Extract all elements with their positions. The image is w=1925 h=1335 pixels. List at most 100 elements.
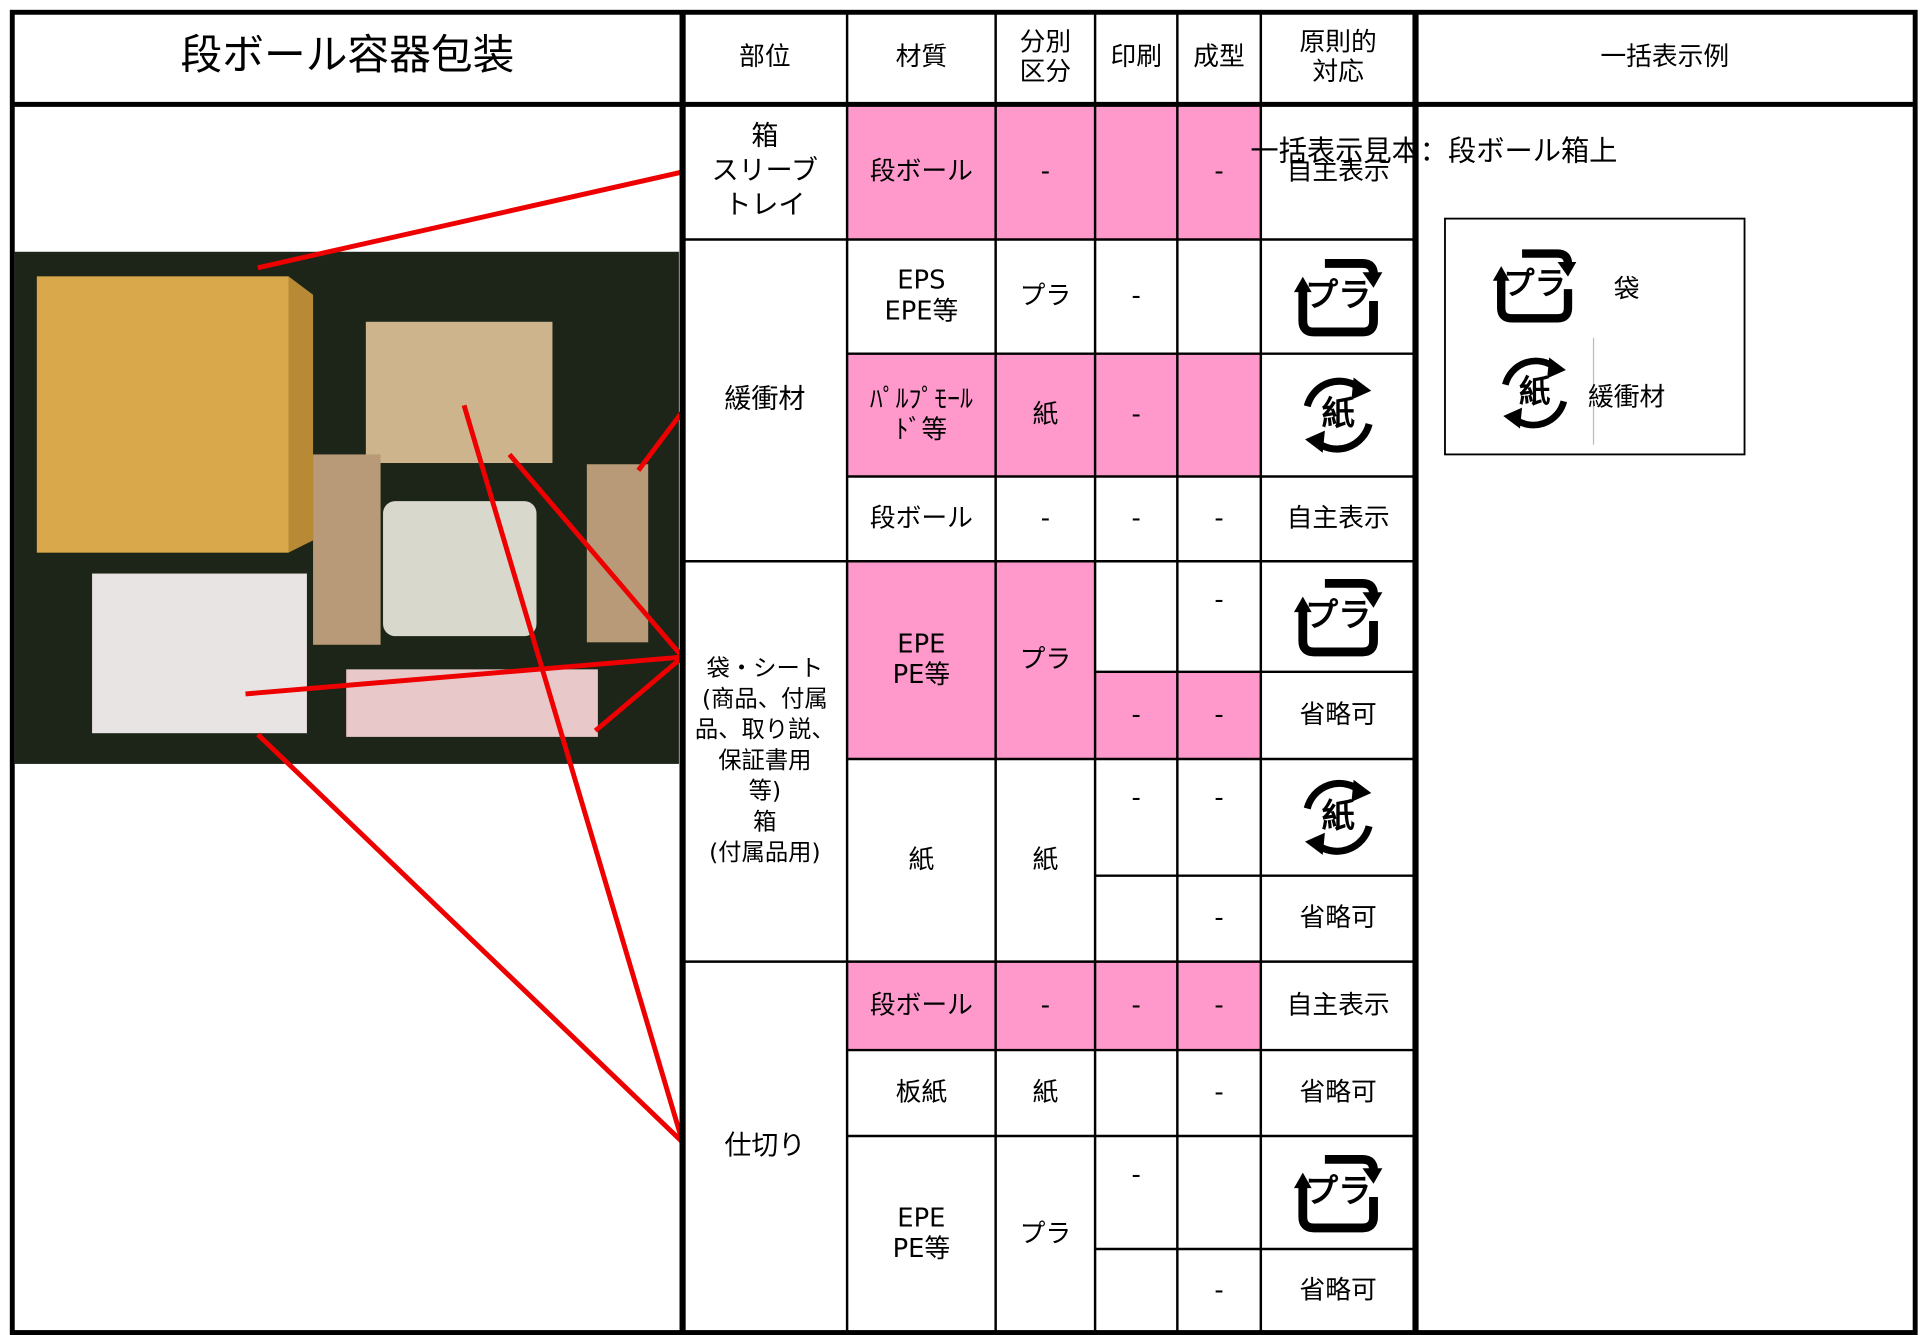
recycle-mark: プラ: [1293, 1154, 1383, 1233]
column-header: 区分: [1020, 57, 1072, 87]
class: 紙: [1032, 400, 1058, 430]
mold: -: [1214, 990, 1223, 1020]
material: 板紙: [896, 1078, 948, 1108]
mark-arrow: [1305, 377, 1372, 453]
highlight-cell: [847, 104, 996, 240]
material: ﾄﾞ等: [896, 415, 948, 445]
response: 自主表示: [1287, 156, 1390, 186]
mold: -: [1214, 903, 1223, 933]
material: PE等: [893, 1234, 951, 1264]
sample-label: 緩衝材: [1588, 382, 1665, 412]
part-label: 品、取り説、: [695, 715, 835, 743]
recycle-mark: プラ: [1492, 249, 1577, 323]
response: 省略可: [1300, 1078, 1377, 1108]
mold: -: [1214, 1275, 1223, 1305]
column-header: 部位: [739, 42, 791, 72]
print: -: [1132, 503, 1141, 533]
highlight-cell: [1177, 671, 1261, 759]
recycle-mark: 紙: [1303, 377, 1373, 453]
mark-text: 紙: [1322, 394, 1355, 433]
sample-label: 袋: [1614, 274, 1640, 304]
part-label: (商品、付属: [702, 685, 828, 713]
class: -: [1041, 503, 1050, 533]
highlight-cell: [847, 561, 996, 759]
highlight-cell: [1095, 104, 1178, 240]
response: 省略可: [1300, 700, 1377, 730]
part-label: 緩衝材: [724, 384, 805, 415]
material: EPE: [897, 629, 945, 659]
mark-arrow: [1293, 272, 1383, 293]
class: 紙: [1032, 845, 1058, 875]
pointer-lines: [245, 169, 685, 1144]
part-label: 袋・シート: [707, 654, 824, 682]
mark-arrow: [1293, 592, 1383, 613]
class: 紙: [1032, 1078, 1058, 1108]
column-header: 対応: [1312, 57, 1364, 87]
print: -: [1132, 783, 1141, 813]
response: 省略可: [1300, 1275, 1377, 1305]
highlight-cell: [1095, 961, 1178, 1051]
recycle-mark: 紙: [1303, 779, 1373, 855]
part-label: トレイ: [724, 190, 805, 221]
print: -: [1132, 700, 1141, 730]
recycle-mark: プラ: [1293, 259, 1383, 337]
material: 段ボール: [870, 503, 973, 533]
print: -: [1132, 400, 1141, 430]
material: 紙: [908, 845, 934, 875]
class: プラ: [1020, 645, 1072, 675]
highlight-cell: [995, 561, 1096, 759]
column-header: 印刷: [1110, 42, 1162, 72]
class: -: [1041, 156, 1050, 186]
material: EPE等: [884, 296, 958, 326]
column-header: 成型: [1193, 42, 1245, 72]
part-label: (付属品用): [709, 838, 820, 866]
part-label: 保証書用: [718, 746, 811, 774]
highlight-cell: [1177, 961, 1261, 1051]
response: 自主表示: [1287, 503, 1390, 533]
material: EPS: [897, 266, 945, 296]
response: 自主表示: [1287, 990, 1390, 1020]
material: ﾊﾟﾙﾌﾟﾓｰﾙ: [870, 384, 973, 414]
mold: -: [1214, 1078, 1223, 1108]
title: 段ボール容器包装: [181, 30, 515, 79]
print: -: [1132, 1160, 1141, 1190]
recycle-mark: 紙: [1502, 357, 1568, 429]
mold: -: [1214, 585, 1223, 615]
recycle-mark: プラ: [1293, 578, 1383, 657]
column-header: 原則的: [1300, 27, 1377, 57]
mark-text: プラ: [1305, 275, 1371, 314]
highlight-cell: [995, 353, 1096, 477]
mold: -: [1214, 783, 1223, 813]
part-label: 仕切り: [724, 1131, 805, 1162]
highlight-cell: [995, 104, 1096, 240]
mark-arrow: [1492, 261, 1577, 281]
class: プラ: [1020, 281, 1072, 311]
highlight-cell: [847, 961, 996, 1051]
highlight-cell: [995, 961, 1096, 1051]
sample-box: [1444, 217, 1746, 456]
mold: -: [1214, 503, 1223, 533]
mark-text: プラ: [1305, 1171, 1371, 1210]
mark-arrow: [1305, 779, 1372, 855]
column-header: 一括表示例: [1600, 42, 1729, 72]
highlight-cell: [1095, 671, 1178, 759]
column-header: 材質: [896, 42, 948, 72]
print: -: [1132, 990, 1141, 1020]
column-header: 分別: [1020, 27, 1072, 57]
part-label: 箱: [751, 121, 778, 152]
part-label: 等): [749, 777, 781, 805]
highlight-cell: [847, 353, 996, 477]
class: プラ: [1020, 1219, 1072, 1249]
highlight-cell: [1095, 353, 1178, 477]
highlight-cell: [1177, 104, 1261, 240]
mark-text: プラ: [1503, 266, 1566, 302]
photo: [14, 251, 679, 764]
material: 段ボール: [870, 156, 973, 186]
mark-text: プラ: [1305, 595, 1371, 634]
mold: -: [1214, 156, 1223, 186]
material: EPE: [897, 1203, 945, 1233]
mark-text: 紙: [1519, 374, 1550, 410]
mark-arrow: [1503, 357, 1566, 429]
sample-title: 一括表示見本：段ボール箱上: [1250, 134, 1617, 167]
